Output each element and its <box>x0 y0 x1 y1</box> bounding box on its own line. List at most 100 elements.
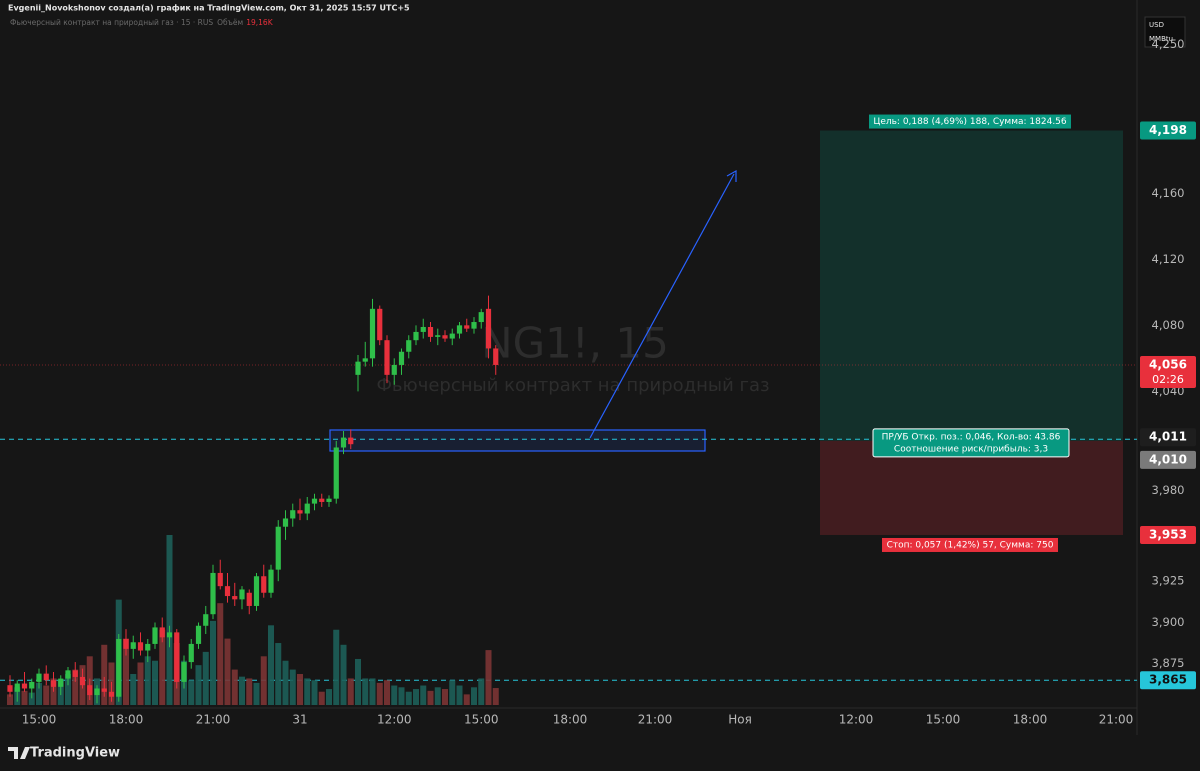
candle-body <box>94 688 100 696</box>
candle-body <box>36 673 42 682</box>
x-tick-label: 18:00 <box>1013 713 1048 727</box>
price-marker: 4,056 <box>1149 357 1187 371</box>
candle-body <box>340 437 347 448</box>
volume-bar <box>492 688 499 705</box>
zone-rectangle[interactable] <box>329 429 706 452</box>
symbol-text: Фьючерсный контракт на природный газ · 1… <box>10 18 213 27</box>
position-label-bg <box>872 428 1070 458</box>
volume-bar <box>65 674 71 705</box>
volume-bar <box>391 685 398 705</box>
volume-bar <box>333 629 340 705</box>
volume-label: Объём <box>217 18 243 27</box>
candle-body <box>464 325 470 329</box>
volume-bar <box>340 644 347 705</box>
volume-bar <box>202 651 209 705</box>
x-tick-label: 15:00 <box>22 713 57 727</box>
volume-bar <box>289 669 296 705</box>
volume-bar <box>246 678 253 705</box>
candle-body <box>79 676 86 686</box>
volume-bar <box>384 680 390 705</box>
candle-body <box>333 447 339 499</box>
candle-body <box>224 586 231 597</box>
volume-bar <box>434 687 441 705</box>
price-marker-bg <box>1140 355 1196 388</box>
y-tick-label: 4,250 <box>1152 37 1185 51</box>
candle-body <box>275 526 281 570</box>
candle-body <box>493 348 499 365</box>
profit-zone[interactable] <box>820 130 1123 441</box>
price-marker-bg <box>1140 450 1196 469</box>
volume-bar <box>43 685 50 705</box>
price-marker-bg <box>1140 428 1196 447</box>
candle-body <box>297 510 303 514</box>
price-marker-bg <box>1140 525 1196 544</box>
volume-bar <box>304 678 311 705</box>
y-tick-label: 3,900 <box>1152 615 1185 629</box>
candle-body <box>65 670 71 679</box>
candle-body <box>253 576 260 606</box>
candle-body <box>123 638 129 649</box>
price-marker: 3,953 <box>1149 527 1187 541</box>
candle-body <box>203 614 209 626</box>
watermark-symbol: NG1!, 15 <box>481 319 669 368</box>
candle-body <box>326 498 332 502</box>
volume-bar <box>478 678 485 705</box>
volume-bar <box>210 620 216 705</box>
candle-body <box>319 498 325 502</box>
price-marker: 4,010 <box>1149 452 1187 466</box>
volume-bar <box>442 689 448 705</box>
volume-bar <box>159 629 166 705</box>
target-label: Цель: 0,188 (4,69%) 188, Сумма: 1824.56 <box>873 117 1067 127</box>
volume-bar <box>231 669 238 705</box>
volume-bar <box>318 691 325 705</box>
volume-bar <box>101 644 108 705</box>
candle-body <box>232 596 238 600</box>
stop-label: Стоп: 0,057 (1,42%) 57, Сумма: 750 <box>887 540 1054 550</box>
x-tick-label: 21:00 <box>638 713 673 727</box>
candle-body <box>261 576 267 593</box>
candle-body <box>456 325 463 334</box>
candle-body <box>427 326 434 337</box>
volume-bar <box>137 662 144 705</box>
volume-value: 19,16K <box>246 18 273 27</box>
candle-body <box>478 312 484 323</box>
volume-bar <box>427 690 434 705</box>
volume-bar <box>297 674 303 705</box>
currency-box[interactable] <box>1144 16 1186 48</box>
volume-bar <box>355 658 361 705</box>
candle-body <box>210 572 216 615</box>
x-tick-label: 12:00 <box>839 713 874 727</box>
arrow-line[interactable] <box>589 173 735 439</box>
candle-body <box>50 680 57 687</box>
y-tick-label: 3,875 <box>1152 656 1185 670</box>
candle-body <box>398 351 405 365</box>
candle-body <box>471 322 477 329</box>
volume-bar <box>485 650 492 705</box>
candle-body <box>101 688 107 692</box>
x-tick-label: 21:00 <box>1099 713 1134 727</box>
volume-bar <box>217 603 224 705</box>
volume-bar <box>152 660 158 705</box>
x-tick-label: 21:00 <box>196 713 231 727</box>
currency: USD <box>1149 21 1164 29</box>
volume-bar <box>282 660 289 705</box>
stop-label-bg <box>882 537 1058 552</box>
volume-bar <box>376 682 383 705</box>
x-tick-label: 31 <box>292 713 307 727</box>
candle-body <box>7 685 13 692</box>
volume-bar <box>7 694 13 705</box>
candle-body <box>159 627 165 638</box>
candle-body <box>369 308 376 359</box>
volume-bar <box>463 694 470 705</box>
price-marker: 4,011 <box>1149 430 1187 444</box>
candle-body <box>195 625 202 644</box>
volume-bar <box>188 680 195 705</box>
countdown: 02:26 <box>1152 373 1184 386</box>
volume-bar <box>456 685 463 705</box>
candle-body <box>304 503 310 514</box>
candle-body <box>311 498 318 504</box>
price-marker: 3,865 <box>1149 673 1187 687</box>
volume-bar <box>72 669 79 705</box>
volume-bar <box>420 685 427 705</box>
volume-bar <box>123 638 129 705</box>
